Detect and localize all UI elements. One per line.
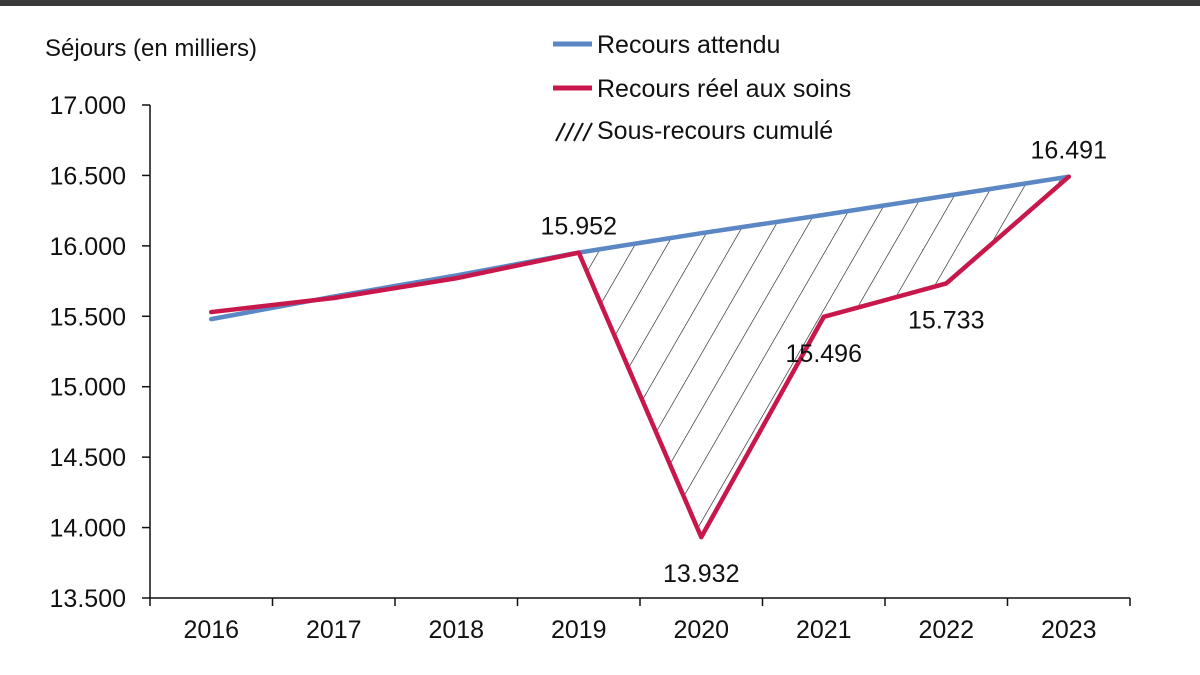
data-label: 13.932 (663, 560, 739, 588)
under-use-area (578, 176, 1069, 538)
axes: 13.500 14.000 14.500 15.000 15.500 16.000 16.5… (50, 92, 1131, 644)
y-axis-label: Séjours (en milliers) (45, 35, 257, 62)
legend-label-expected: Recours attendu (597, 31, 780, 59)
x-tick-label: 2022 (918, 616, 974, 644)
data-label: 16.491 (1031, 137, 1107, 165)
y-tick-label: 16.000 (50, 233, 126, 261)
x-tick-label: 2019 (551, 616, 607, 644)
y-tick-label: 14.000 (50, 515, 126, 543)
series (209, 174, 1071, 540)
legend: Recours attendu Recours réel aux soins S… (553, 31, 851, 145)
x-tick-label: 2020 (673, 616, 729, 644)
x-tick-label: 2017 (306, 616, 362, 644)
data-labels: 15.952 13.932 15.496 15.733 16.491 (541, 137, 1107, 588)
x-tick-label: 2016 (183, 616, 239, 644)
under-use-hatch (578, 176, 1069, 538)
data-label: 15.952 (541, 213, 617, 241)
x-tick-label: 2018 (428, 616, 484, 644)
y-tick-label: 14.500 (50, 444, 126, 472)
y-tick-label: 17.000 (50, 92, 126, 120)
legend-label-under-use: Sous-recours cumulé (597, 117, 833, 145)
top-border (0, 0, 1200, 6)
legend-swatch-hatch (555, 122, 593, 142)
data-label: 15.733 (908, 306, 984, 334)
series-line-actual (209, 174, 1071, 540)
data-label: 15.496 (786, 340, 862, 368)
y-tick-label: 15.000 (50, 374, 126, 402)
x-tick-label: 2023 (1041, 616, 1097, 644)
legend-label-actual: Recours réel aux soins (597, 75, 851, 103)
x-tick-label: 2021 (796, 616, 852, 644)
y-tick-label: 13.500 (50, 585, 126, 613)
y-tick-label: 16.500 (50, 162, 126, 190)
y-tick-label: 15.500 (50, 303, 126, 331)
